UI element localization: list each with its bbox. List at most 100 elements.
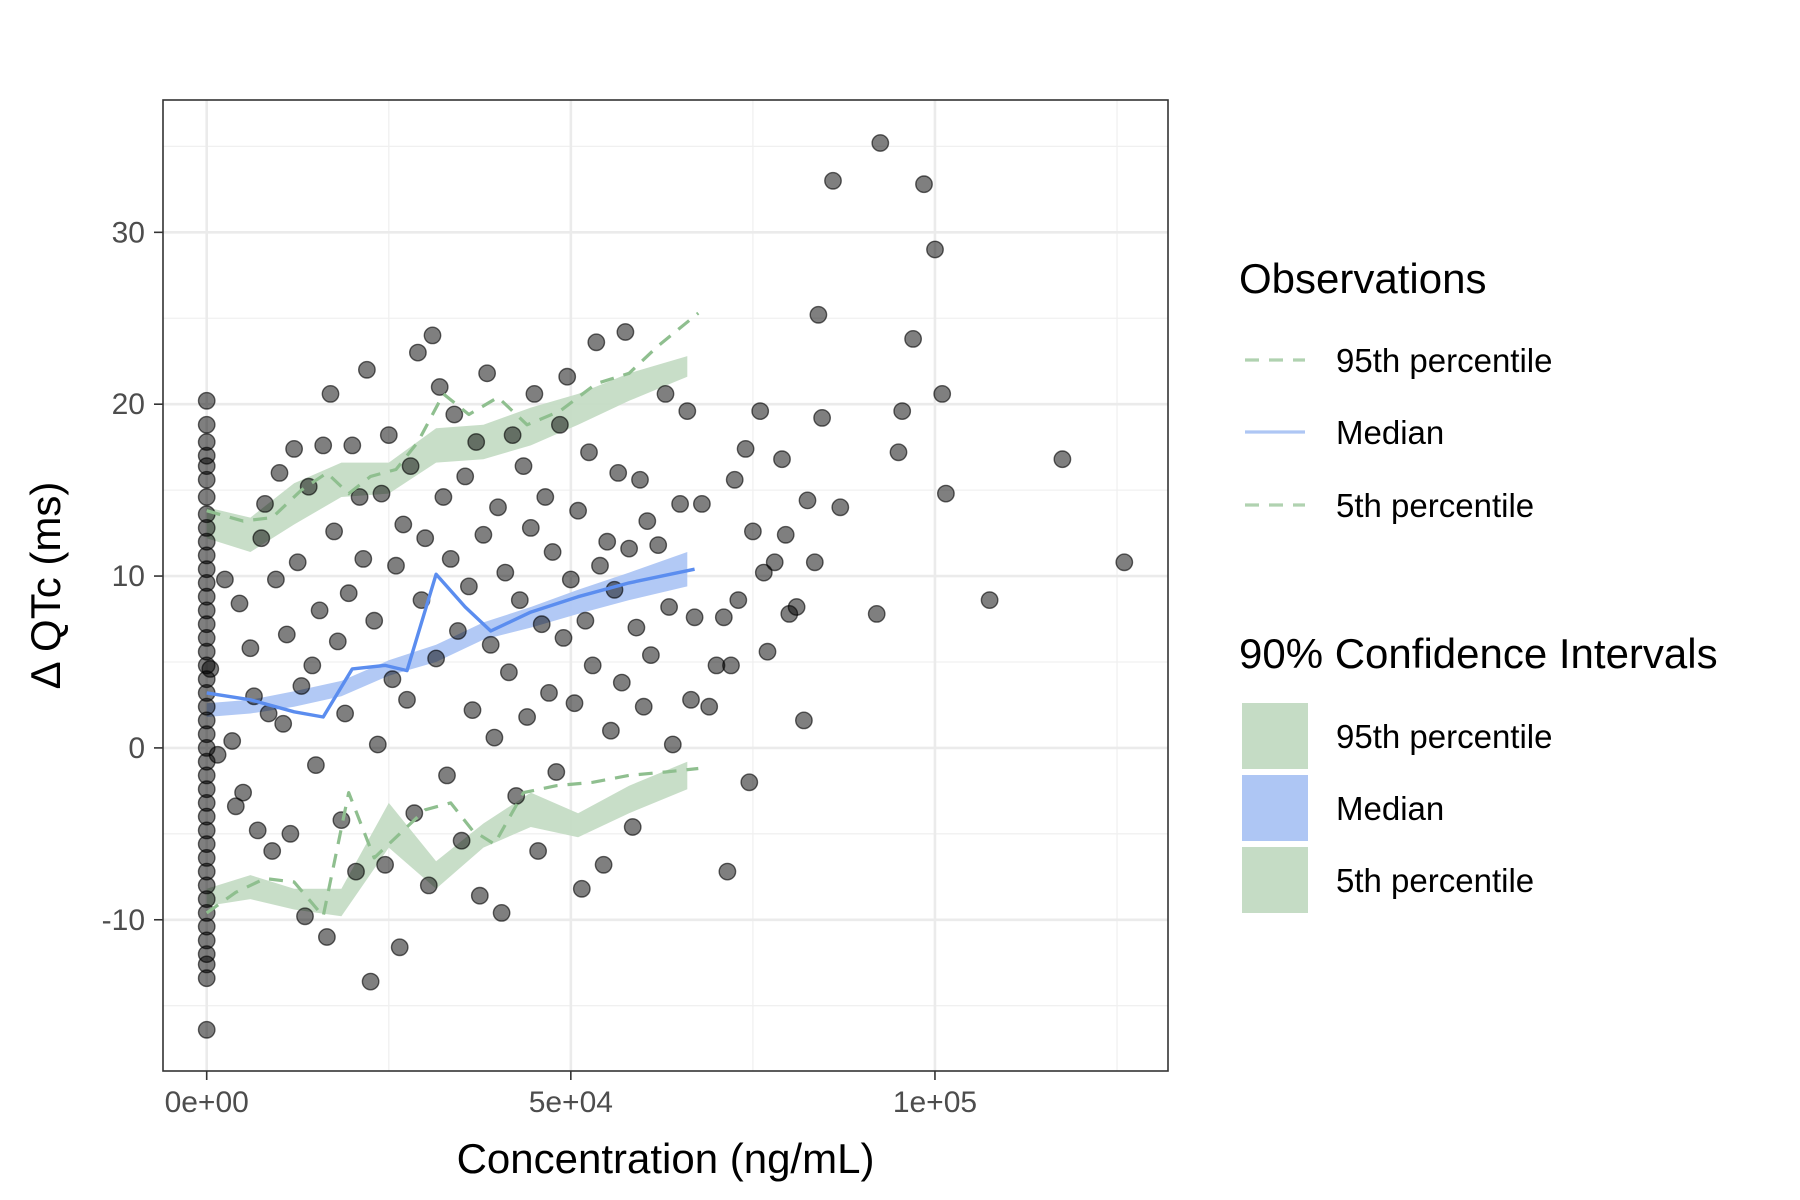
- data-point: [867, 605, 886, 623]
- x-axis-title: Concentration (ng/mL): [457, 1135, 875, 1182]
- data-point: [831, 498, 850, 517]
- data-point: [594, 855, 613, 874]
- data-point: [423, 326, 442, 345]
- data-point: [510, 591, 529, 609]
- legend-label: 95th percentile: [1336, 718, 1552, 755]
- data-point: [314, 436, 333, 455]
- data-point: [565, 694, 584, 713]
- data-point: [208, 745, 227, 764]
- data-point: [893, 402, 912, 420]
- line-5th-percentile: [205, 766, 699, 918]
- data-point: [744, 522, 762, 541]
- data-point: [317, 928, 336, 946]
- data-point: [725, 470, 744, 489]
- data-point: [751, 402, 770, 420]
- data-point: [408, 343, 427, 362]
- data-point: [277, 625, 296, 644]
- data-point: [296, 907, 314, 926]
- data-point: [507, 787, 526, 805]
- data-point: [871, 134, 890, 152]
- data-point: [266, 570, 285, 589]
- data-point: [795, 711, 813, 730]
- data-point: [489, 498, 507, 517]
- data-point: [805, 553, 824, 572]
- data-point: [580, 443, 598, 462]
- data-point: [671, 494, 689, 513]
- data-point: [478, 364, 496, 383]
- plot-panel-border: [162, 99, 1169, 1072]
- x-axis-tick-label: 5e+04: [529, 1086, 613, 1119]
- data-point: [551, 415, 569, 434]
- data-point: [554, 629, 573, 647]
- data-point: [292, 677, 311, 695]
- legend-title-confidence-intervals: 90% Confidence Intervals: [1239, 630, 1718, 677]
- data-point: [310, 601, 329, 620]
- data-point: [1115, 553, 1134, 572]
- y-axis-tick-label: -10: [102, 904, 145, 937]
- data-point: [197, 415, 216, 434]
- data-point: [197, 505, 216, 524]
- data-point: [387, 556, 405, 575]
- data-point: [492, 904, 511, 922]
- data-point: [248, 821, 267, 840]
- data-point: [197, 391, 216, 410]
- data-point: [321, 384, 340, 403]
- data-point: [419, 876, 438, 895]
- data-point: [463, 701, 482, 719]
- data-point: [383, 670, 402, 689]
- data-point: [547, 763, 566, 781]
- data-point: [642, 646, 660, 664]
- data-point: [357, 360, 376, 379]
- data-point: [634, 697, 653, 716]
- data-point: [401, 457, 420, 475]
- data-point: [197, 433, 216, 451]
- data-point: [620, 539, 638, 558]
- data-point: [390, 938, 409, 957]
- data-point: [660, 598, 678, 616]
- data-point: [623, 818, 642, 836]
- data-point: [430, 378, 449, 396]
- data-point: [470, 886, 489, 905]
- data-point: [343, 436, 362, 455]
- data-point: [459, 577, 478, 596]
- data-point: [572, 879, 591, 898]
- data-point: [306, 756, 325, 774]
- legend-key-swatch: [1242, 847, 1308, 913]
- data-point: [543, 543, 562, 561]
- data-point: [274, 714, 293, 733]
- data-point: [722, 656, 740, 675]
- data-point: [230, 594, 249, 613]
- data-point: [915, 175, 933, 194]
- data-point: [536, 488, 555, 506]
- data-point: [365, 611, 384, 630]
- data-point: [540, 684, 558, 702]
- y-axis-tick-label: 0: [128, 732, 145, 765]
- data-point: [758, 642, 777, 661]
- data-point: [285, 439, 303, 458]
- data-point: [649, 536, 668, 554]
- data-point: [740, 773, 759, 792]
- data-point: [438, 766, 456, 785]
- data-point: [525, 384, 544, 403]
- data-point: [682, 690, 700, 709]
- data-point: [325, 522, 343, 541]
- data-point: [372, 484, 391, 503]
- observation-points: [197, 134, 1134, 1039]
- data-point: [718, 862, 737, 881]
- data-point: [813, 408, 831, 427]
- legend-title-observations: Observations: [1239, 255, 1486, 302]
- percentile-lines: [205, 311, 700, 918]
- y-axis-title: Δ QTc (ms): [22, 482, 69, 690]
- data-point: [937, 484, 955, 503]
- data-point: [1053, 450, 1072, 469]
- data-point: [700, 697, 719, 716]
- data-point: [448, 622, 467, 640]
- data-point: [583, 656, 602, 675]
- data-point: [456, 467, 475, 486]
- data-point: [980, 591, 999, 609]
- data-point: [521, 519, 540, 537]
- data-point: [569, 501, 587, 520]
- data-point: [678, 402, 697, 420]
- data-point: [376, 855, 394, 874]
- data-point: [234, 783, 253, 802]
